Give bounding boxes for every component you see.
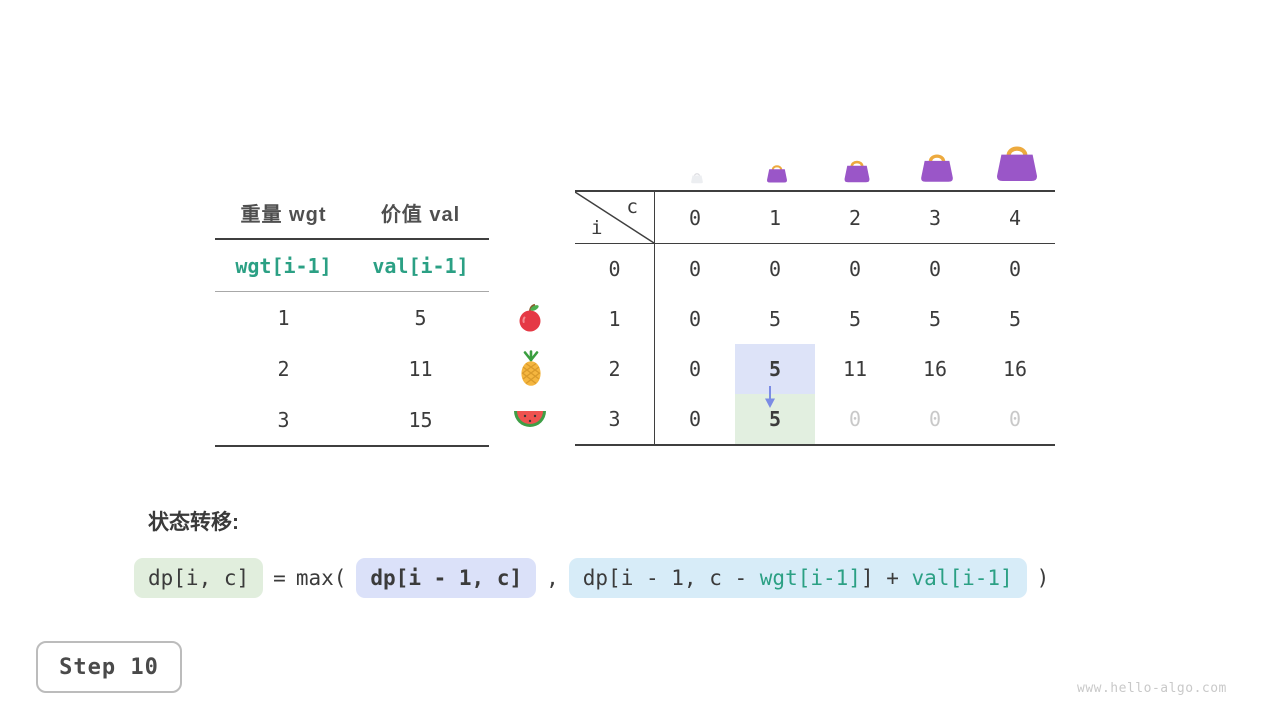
item-var-label: i <box>591 217 603 239</box>
arg2-val-term: val[i-1] <box>911 566 1013 590</box>
dp-row-header: 0 <box>575 244 655 294</box>
arg2-part: ] + <box>860 566 912 590</box>
dp-table-header: c i 0 1 2 3 4 <box>575 192 1055 244</box>
dp-col-header: 4 <box>1008 205 1022 230</box>
transition-arrow-icon <box>765 386 775 408</box>
comma: , <box>546 566 559 590</box>
item-weight: 3 <box>277 407 290 432</box>
dp-cell: 0 <box>688 257 702 281</box>
dp-row-header: 2 <box>575 344 655 394</box>
item-value: 11 <box>408 356 433 381</box>
table-row: 2 11 <box>215 343 489 394</box>
state-transition-formula: dp[i, c] = max( dp[i - 1, c] , dp[i - 1,… <box>134 558 1049 598</box>
item-value: 15 <box>408 407 433 432</box>
dp-cell: 5 <box>1008 307 1022 331</box>
dp-table: c i 0 1 2 3 4 0 0 0 0 0 0 1 0 5 5 5 5 2 <box>575 190 1055 446</box>
capacity-var-label: c <box>626 196 638 218</box>
dp-row-header: 3 <box>575 394 655 444</box>
close-paren: ) <box>1036 566 1050 590</box>
dp-cell: 0 <box>1008 407 1022 431</box>
dp-cell-target-highlight: 5 <box>735 394 815 444</box>
watermark: www.hello-algo.com <box>1077 681 1227 696</box>
dp-table-row: 2 0 5 11 16 16 <box>575 344 1055 394</box>
dp-cell: 0 <box>1008 257 1022 281</box>
dp-cell: 0 <box>688 307 702 331</box>
table-row: 3 15 <box>215 394 489 445</box>
dp-col-header: 2 <box>848 205 862 230</box>
diagonal-divider <box>575 192 654 243</box>
dp-cell-source-highlight: 5 <box>735 344 815 394</box>
dp-cell: 0 <box>768 257 782 281</box>
weight-column-header: 重量 wgt <box>240 203 327 226</box>
dp-cell: 5 <box>768 307 782 331</box>
bag-xs-icon <box>767 165 787 183</box>
bag-lg-icon <box>997 146 1037 181</box>
dp-table-row: 0 0 0 0 0 0 <box>575 244 1055 294</box>
formula-arg1-pill: dp[i - 1, c] <box>356 558 537 598</box>
wgt-var-label: wgt[i-1] <box>235 253 332 278</box>
formula-title: 状态转移: <box>148 511 239 534</box>
item-value: 5 <box>414 305 427 330</box>
weights-table-var-row: wgt[i-1] val[i-1] <box>215 240 489 292</box>
dp-cell: 5 <box>928 307 942 331</box>
formula-lhs-pill: dp[i, c] <box>134 558 264 598</box>
bag-empty-icon <box>691 173 703 184</box>
apple-icon <box>519 303 541 332</box>
bag-md-icon <box>921 154 953 182</box>
dp-table-row: 1 0 5 5 5 5 <box>575 294 1055 344</box>
dp-cell: 5 <box>848 307 862 331</box>
dp-table-row: 3 0 5 0 0 0 <box>575 394 1055 444</box>
weights-table-header: 重量 wgt 价值 val <box>215 186 489 240</box>
watermelon-icon <box>514 411 546 427</box>
dp-cell: 0 <box>688 357 702 381</box>
dp-col-header: 1 <box>768 205 782 230</box>
formula-arg2-pill: dp[i - 1, c - wgt[i-1]] + val[i-1] <box>568 558 1027 598</box>
dp-cell: 11 <box>842 357 868 381</box>
dp-cell: 16 <box>922 357 948 381</box>
item-weight: 2 <box>277 356 290 381</box>
arg2-part: dp[i - 1, c - <box>582 566 760 590</box>
dp-cell: 0 <box>928 407 942 431</box>
val-var-label: val[i-1] <box>372 253 469 278</box>
dp-cell: 0 <box>848 407 862 431</box>
item-weight: 1 <box>277 305 290 330</box>
dp-col-header: 3 <box>928 205 942 230</box>
pineapple-icon <box>521 350 541 386</box>
equals-sign: = <box>273 566 286 590</box>
dp-cell: 16 <box>1002 357 1028 381</box>
bag-sm-icon <box>844 160 870 183</box>
dp-cell: 0 <box>688 407 702 431</box>
weights-table: 重量 wgt 价值 val wgt[i-1] val[i-1] 1 5 2 11… <box>215 186 489 447</box>
table-row: 1 5 <box>215 292 489 343</box>
dp-cell: 0 <box>848 257 862 281</box>
dp-corner-cell: c i <box>575 192 655 243</box>
dp-col-header: 0 <box>688 205 702 230</box>
dp-row-header: 1 <box>575 294 655 344</box>
step-indicator: Step 10 <box>36 641 182 693</box>
arg2-wgt-term: wgt[i-1] <box>759 566 861 590</box>
value-column-header: 价值 val <box>380 203 461 226</box>
max-open: max( <box>295 566 347 590</box>
dp-cell: 0 <box>928 257 942 281</box>
